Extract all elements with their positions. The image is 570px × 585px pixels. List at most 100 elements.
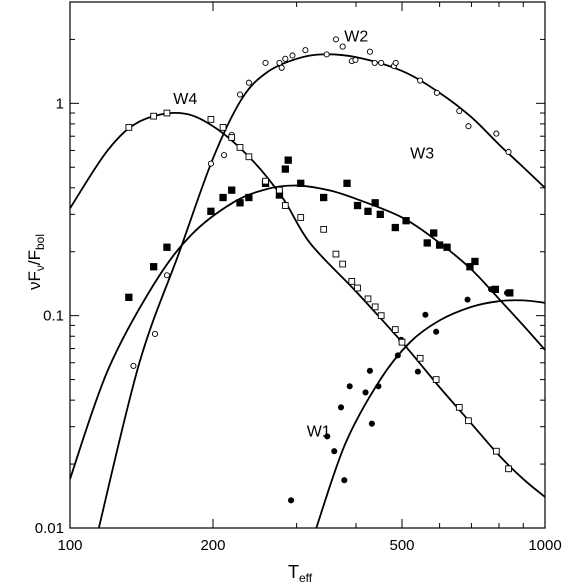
- x-tick-label: 500: [389, 537, 414, 554]
- point-w2: [332, 36, 340, 43]
- series-label-w3: W3: [410, 145, 434, 162]
- point-w4: [262, 177, 269, 185]
- point-w3: [245, 193, 253, 202]
- point-w4: [207, 116, 215, 123]
- point-w1: [341, 477, 348, 484]
- point-w2: [245, 79, 252, 86]
- point-w3: [228, 186, 236, 194]
- point-w4: [320, 225, 328, 233]
- point-w4: [416, 354, 424, 362]
- series-label-w4: W4: [173, 91, 197, 108]
- point-w2: [378, 59, 385, 66]
- point-w2: [276, 59, 283, 66]
- point-w3: [320, 193, 328, 202]
- point-w2: [505, 148, 512, 156]
- point-w3: [219, 193, 227, 202]
- x-tick-label: 100: [57, 537, 82, 554]
- point-w2: [130, 362, 137, 369]
- point-w1: [324, 433, 331, 440]
- y-axis-label-slash: /: [25, 260, 44, 265]
- point-w4: [150, 112, 157, 120]
- point-w1: [433, 328, 440, 335]
- point-w2: [366, 48, 373, 55]
- point-w4: [371, 303, 379, 311]
- point-w3: [443, 243, 451, 251]
- point-w1: [394, 352, 401, 359]
- point-w3: [402, 217, 410, 225]
- point-w3: [343, 179, 351, 187]
- point-w2: [282, 55, 289, 62]
- point-w3: [506, 289, 514, 297]
- point-w2: [493, 130, 500, 137]
- point-w1: [375, 383, 382, 390]
- y-axis-label-pre: ν: [25, 282, 44, 291]
- point-w3: [163, 243, 171, 251]
- point-w4: [125, 124, 133, 131]
- x-axis-label-sub: eff: [299, 571, 313, 585]
- point-w4: [493, 447, 500, 455]
- series-label-w1: W1: [307, 423, 331, 440]
- y-axis-label: νFν/Fbol: [25, 234, 47, 290]
- point-w2: [278, 64, 285, 71]
- x-tick-label: 1000: [528, 537, 561, 554]
- y-axis-label-f1: F: [25, 271, 44, 281]
- tick-labels-layer: 100 200 500 1000 0.01 0.1 1: [35, 95, 562, 554]
- curve-w2: [97, 53, 545, 528]
- point-w2: [236, 91, 244, 98]
- point-w2: [465, 123, 472, 130]
- point-w2: [163, 272, 171, 279]
- point-w3: [297, 179, 305, 187]
- point-w4: [377, 312, 385, 320]
- point-w3: [423, 239, 431, 247]
- point-w3: [149, 263, 158, 271]
- point-w1: [366, 367, 373, 374]
- point-w1: [331, 448, 338, 455]
- point-w1: [362, 389, 369, 396]
- point-w1: [422, 311, 429, 318]
- point-w3: [353, 201, 362, 210]
- curve-w3: [70, 184, 545, 480]
- point-w3: [364, 207, 372, 215]
- point-w4: [297, 214, 305, 221]
- point-w2: [220, 152, 228, 159]
- x-axis-label: Teff: [288, 562, 313, 585]
- point-w4: [236, 144, 244, 151]
- point-w2: [352, 56, 359, 64]
- point-w2: [289, 52, 296, 59]
- x-axis-label-main: T: [288, 562, 299, 582]
- point-w2: [302, 47, 309, 54]
- y-axis-label-f1-sub: ν: [33, 265, 47, 271]
- point-w4: [398, 338, 406, 346]
- point-w1: [346, 383, 353, 390]
- point-w2: [151, 330, 159, 338]
- point-w4: [432, 376, 440, 383]
- point-w4: [163, 109, 171, 117]
- y-axis-label-f2-sub: bol: [33, 234, 47, 250]
- y-tick-label: 0.01: [35, 520, 64, 537]
- point-w4: [276, 186, 283, 194]
- point-w4: [219, 124, 227, 131]
- ticks-layer: [69, 1, 546, 529]
- point-w3: [376, 210, 384, 218]
- point-w4: [332, 250, 340, 258]
- point-w3: [236, 199, 244, 207]
- series-labels-layer: W1 W2 W3 W4: [173, 29, 434, 441]
- point-w1: [464, 296, 471, 303]
- point-w3: [430, 229, 438, 237]
- point-w4: [348, 278, 356, 285]
- point-w2: [262, 59, 269, 66]
- point-w4: [455, 403, 463, 411]
- curve-w1: [315, 299, 545, 528]
- point-w3: [466, 263, 474, 271]
- point-w4: [339, 260, 347, 268]
- point-w3: [391, 223, 399, 232]
- point-w2: [371, 59, 378, 66]
- point-w1: [414, 368, 421, 375]
- point-w2: [323, 51, 330, 58]
- point-w2: [207, 160, 214, 167]
- point-w3: [281, 165, 289, 173]
- x-tick-label: 200: [200, 537, 225, 554]
- point-w2: [456, 107, 463, 115]
- curve-w4: [70, 112, 545, 498]
